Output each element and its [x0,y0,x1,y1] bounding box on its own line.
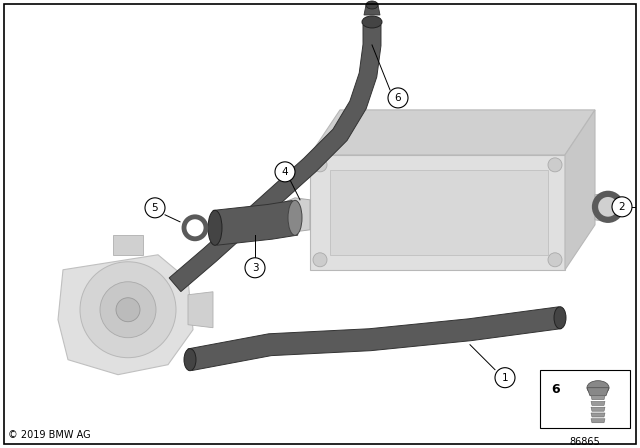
Text: 3: 3 [252,263,259,273]
Ellipse shape [362,16,382,28]
Ellipse shape [208,210,222,246]
Circle shape [548,158,562,172]
Ellipse shape [554,307,566,329]
Polygon shape [591,407,605,411]
Ellipse shape [288,200,302,235]
Polygon shape [213,201,298,245]
Circle shape [245,258,265,278]
Polygon shape [364,5,380,15]
Text: 86865: 86865 [570,437,600,447]
Polygon shape [310,155,565,270]
Circle shape [80,262,176,358]
Polygon shape [310,110,595,155]
Polygon shape [591,401,605,405]
Circle shape [313,158,327,172]
Circle shape [145,198,165,218]
Text: 2: 2 [619,202,625,212]
Circle shape [612,197,632,217]
Ellipse shape [366,1,378,9]
Text: 4: 4 [282,167,288,177]
Polygon shape [113,235,143,255]
Circle shape [495,368,515,388]
Circle shape [313,253,327,267]
Polygon shape [188,292,213,328]
Polygon shape [587,388,609,396]
Circle shape [548,253,562,267]
Circle shape [116,298,140,322]
Polygon shape [330,170,548,255]
Text: 6: 6 [552,383,560,396]
Ellipse shape [587,381,609,395]
Polygon shape [58,255,193,375]
Ellipse shape [184,349,196,370]
Circle shape [388,88,408,108]
FancyBboxPatch shape [540,370,630,428]
Text: 1: 1 [502,373,508,383]
Text: 6: 6 [395,93,401,103]
Polygon shape [591,396,605,400]
Text: 5: 5 [152,203,158,213]
Polygon shape [591,413,605,417]
Polygon shape [169,25,381,292]
Polygon shape [188,307,561,370]
Circle shape [100,282,156,338]
Polygon shape [283,198,310,232]
Text: © 2019 BMW AG: © 2019 BMW AG [8,430,91,439]
Circle shape [275,162,295,182]
Polygon shape [565,110,595,270]
Polygon shape [595,193,616,222]
Polygon shape [591,419,605,423]
